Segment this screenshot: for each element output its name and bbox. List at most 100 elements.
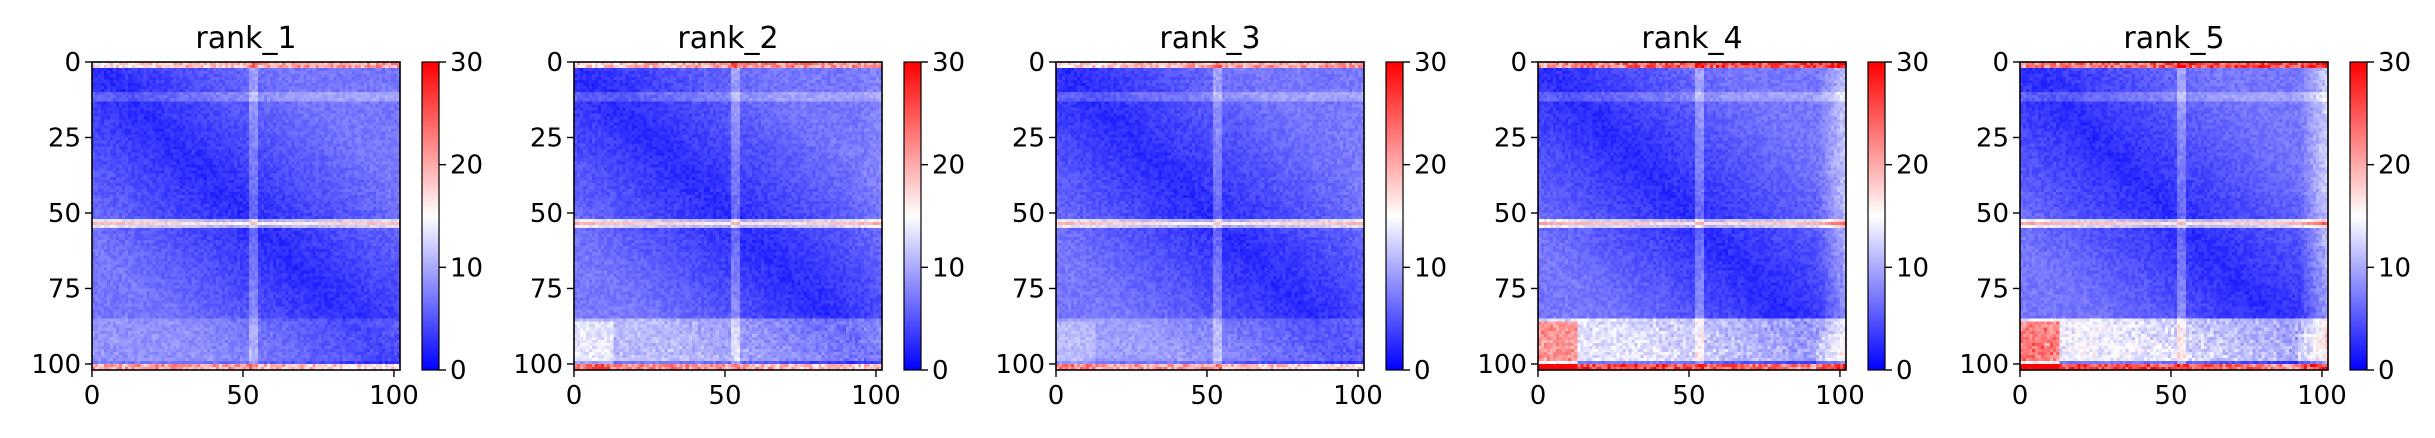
heatmap-cell (140, 77, 143, 80)
heatmap-cell (370, 68, 373, 71)
heatmap-cell (164, 95, 167, 98)
heatmap-cell (149, 71, 152, 74)
heatmap-cell (340, 74, 343, 77)
heatmap-cell (334, 80, 337, 83)
heatmap-cell (131, 92, 134, 95)
heatmap-cell (98, 68, 101, 71)
heatmap-cell (98, 110, 101, 113)
heatmap-cell (228, 77, 231, 80)
heatmap-cell (231, 104, 234, 107)
heatmap-cell (113, 89, 116, 92)
heatmap-cell (379, 83, 382, 86)
heatmap-cell (355, 80, 358, 83)
heatmap-cell (355, 68, 358, 71)
heatmap-cell (370, 107, 373, 110)
heatmap-cell (116, 95, 119, 98)
heatmap-cell (321, 71, 324, 74)
heatmap-cell (149, 104, 152, 107)
heatmap-cell (95, 65, 98, 68)
heatmap-cell (391, 83, 394, 86)
heatmap-cell (125, 68, 128, 71)
heatmap-cell (161, 107, 164, 110)
heatmap-cell (331, 83, 334, 86)
heatmap-cell (394, 71, 397, 74)
heatmap-cell (373, 89, 376, 92)
heatmap-cell (213, 74, 216, 77)
heatmap-cell (276, 71, 279, 74)
heatmap-cell (340, 104, 343, 107)
heatmap-cell (183, 74, 186, 77)
heatmap-cell (225, 89, 228, 92)
heatmap-cell (352, 71, 355, 74)
heatmap-cell (177, 107, 180, 110)
heatmap-cell (161, 98, 164, 101)
heatmap-cell (128, 107, 131, 110)
heatmap-cell (373, 95, 376, 98)
heatmap-cell (261, 77, 264, 80)
heatmap-cell (171, 83, 174, 86)
heatmap-cell (358, 107, 361, 110)
heatmap-cell (104, 107, 107, 110)
heatmap-cell (373, 77, 376, 80)
heatmap-cell (252, 77, 255, 80)
heatmap-cell (149, 65, 152, 68)
heatmap-cell (146, 104, 149, 107)
heatmap-cell (328, 101, 331, 104)
heatmap-cell (222, 86, 225, 89)
heatmap-cell (315, 101, 318, 104)
heatmap-cell (192, 65, 195, 68)
heatmap-cell (237, 86, 240, 89)
heatmap-cell (122, 101, 125, 104)
heatmap-cell (352, 95, 355, 98)
heatmap-cell (379, 77, 382, 80)
heatmap-cell (219, 95, 222, 98)
heatmap-cell (149, 68, 152, 71)
heatmap-cell (189, 80, 192, 83)
heatmap-cell (225, 77, 228, 80)
heatmap-cell (125, 101, 128, 104)
heatmap-cell (370, 86, 373, 89)
heatmap-cell (385, 65, 388, 68)
heatmap-cell (394, 107, 397, 110)
heatmap-cell (373, 65, 376, 68)
heatmap-cell (300, 92, 303, 95)
heatmap-cell (107, 95, 110, 98)
heatmap-cell (225, 71, 228, 74)
heatmap-cell (288, 80, 291, 83)
heatmap-cell (152, 71, 155, 74)
heatmap-cell (222, 71, 225, 74)
heatmap-cell (225, 80, 228, 83)
heatmap-cell (388, 104, 391, 107)
heatmap-cell (164, 77, 167, 80)
heatmap-cell (155, 68, 158, 71)
heatmap-cell (321, 83, 324, 86)
heatmap-cell (189, 95, 192, 98)
heatmap-cell (249, 71, 252, 74)
heatmap-cell (231, 95, 234, 98)
heatmap-cell (152, 101, 155, 104)
heatmap-cell (110, 80, 113, 83)
heatmap-cell (394, 89, 397, 92)
heatmap-cell (231, 74, 234, 77)
heatmap-cell (110, 65, 113, 68)
heatmap-cell (119, 68, 122, 71)
heatmap-cell (252, 92, 255, 95)
heatmap-cell (255, 107, 258, 110)
heatmap-cell (207, 107, 210, 110)
heatmap-cell (237, 80, 240, 83)
heatmap-cell (334, 104, 337, 107)
heatmap-cell (186, 74, 189, 77)
heatmap-cell (113, 86, 116, 89)
heatmap-cell (107, 65, 110, 68)
heatmap-cell (294, 68, 297, 71)
heatmap-cell (243, 68, 246, 71)
heatmap-cell (101, 71, 104, 74)
heatmap-cell (258, 68, 261, 71)
heatmap-cell (131, 83, 134, 86)
heatmap-cell (104, 89, 107, 92)
heatmap-cell (279, 80, 282, 83)
heatmap-cell (349, 80, 352, 83)
heatmap-cell (171, 86, 174, 89)
heatmap-cell (325, 74, 328, 77)
heatmap-cell (328, 95, 331, 98)
